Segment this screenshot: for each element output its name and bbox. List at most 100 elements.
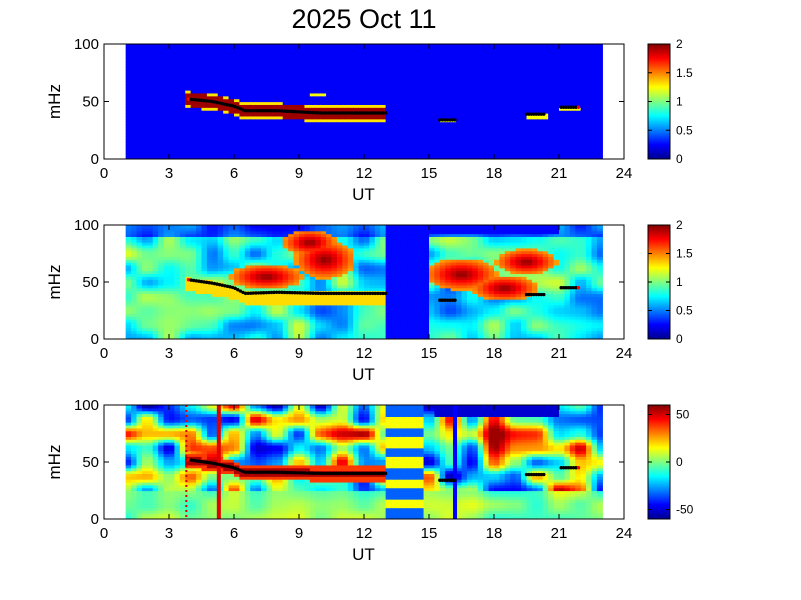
heat-cell	[369, 115, 376, 120]
heat-cell	[326, 87, 333, 91]
heat-cell	[141, 262, 148, 266]
heat-cell	[212, 321, 219, 326]
heat-cell	[136, 242, 143, 246]
heat-cell	[385, 115, 392, 120]
heat-cell	[477, 87, 484, 91]
heat-cell	[293, 316, 300, 320]
heat-cell	[174, 324, 181, 329]
heat-cell	[510, 115, 517, 120]
heat-cell	[228, 98, 235, 103]
heat-cell	[169, 147, 176, 151]
heat-cell	[488, 95, 495, 100]
heat-cell	[255, 75, 262, 80]
heat-cell	[217, 49, 224, 54]
heat-cell	[336, 113, 343, 117]
heat-cell	[217, 301, 224, 306]
heat-cell	[179, 144, 186, 149]
heat-cell	[217, 147, 224, 151]
heat-cell	[450, 75, 457, 80]
heat-cell	[266, 138, 273, 143]
heat-cell	[315, 133, 322, 137]
heat-cell	[196, 310, 203, 314]
heat-cell	[542, 52, 549, 57]
heat-cell	[299, 95, 306, 100]
heat-cell	[596, 127, 603, 131]
heat-cell	[380, 64, 387, 68]
heat-cell	[309, 64, 316, 68]
heat-cell	[212, 118, 219, 123]
heat-cell	[255, 49, 262, 54]
heat-cell	[494, 64, 501, 68]
heat-cell	[445, 156, 452, 159]
heat-cell	[429, 113, 436, 117]
heat-cell	[288, 247, 295, 252]
heat-cell	[586, 133, 593, 137]
heat-cell	[255, 250, 262, 255]
heat-cell	[429, 147, 436, 151]
heat-cell	[396, 113, 403, 117]
heat-cell	[250, 236, 257, 240]
heat-cell	[293, 58, 300, 62]
heat-cell	[364, 107, 371, 111]
heat-cell	[401, 101, 408, 105]
heat-cell	[266, 84, 273, 88]
heat-cell	[196, 262, 203, 266]
heat-cell	[141, 256, 148, 260]
heat-cell	[483, 147, 490, 151]
heat-cell	[364, 78, 371, 82]
heat-cell	[141, 324, 148, 329]
heat-cell	[266, 316, 273, 320]
heat-cell	[179, 239, 186, 243]
heat-cell	[429, 95, 436, 100]
heat-cell	[483, 107, 490, 111]
heat-cell	[250, 67, 257, 71]
heat-cell	[364, 52, 371, 57]
heat-cell	[526, 52, 533, 57]
heat-cell	[223, 225, 230, 229]
heat-cell	[277, 104, 284, 108]
heat-cell	[434, 55, 441, 59]
heat-cell	[217, 253, 224, 257]
heat-cell	[521, 98, 528, 103]
heat-cell	[277, 101, 284, 105]
heat-cell	[147, 127, 154, 131]
heat-cell	[450, 130, 457, 134]
heat-cell	[564, 153, 571, 157]
heat-cell	[299, 313, 306, 317]
heat-cell	[261, 327, 268, 332]
heat-cell	[271, 90, 278, 94]
heat-cell	[320, 90, 327, 94]
heat-cell	[141, 78, 148, 82]
heat-cell	[196, 58, 203, 62]
heat-cell	[206, 52, 213, 57]
heat-cell	[575, 133, 582, 137]
heat-cell	[336, 127, 343, 131]
heat-cell	[147, 264, 154, 269]
heat-cell	[461, 141, 468, 146]
heat-cell	[483, 124, 490, 128]
heat-cell	[559, 61, 566, 65]
heat-cell	[228, 124, 235, 128]
heat-cell	[293, 95, 300, 100]
heat-cell	[239, 44, 246, 48]
heat-cell	[147, 90, 154, 94]
heat-cell	[234, 69, 241, 74]
heat-cell	[217, 118, 224, 123]
heat-cell	[228, 81, 235, 85]
heat-cell	[185, 81, 192, 85]
heat-cell	[331, 153, 338, 157]
heat-cell	[553, 61, 560, 65]
heat-cell	[596, 130, 603, 134]
heat-cell	[212, 153, 219, 157]
heat-cell	[461, 113, 468, 117]
heat-cell	[553, 130, 560, 134]
heat-cell	[147, 330, 154, 334]
heat-cell	[217, 250, 224, 255]
heat-cell	[396, 156, 403, 159]
heat-cell	[136, 264, 143, 269]
heat-cell	[347, 75, 354, 80]
heat-cell	[163, 327, 170, 332]
heat-cell	[358, 115, 365, 120]
heat-cell	[196, 236, 203, 240]
heat-cell	[439, 95, 446, 100]
